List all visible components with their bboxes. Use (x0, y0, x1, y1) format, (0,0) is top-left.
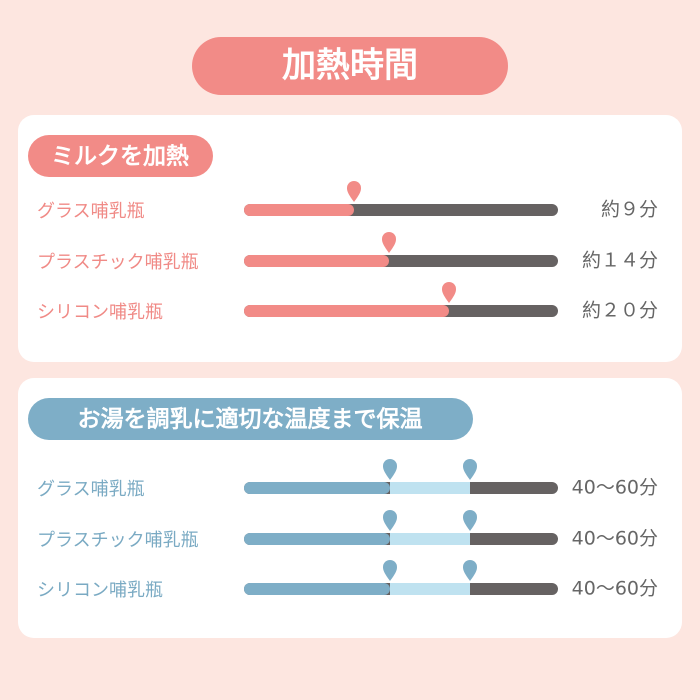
row-label: シリコン哺乳瓶 (37, 302, 163, 323)
bar-fill (244, 255, 389, 267)
row-label: プラスチック哺乳瓶 (37, 530, 199, 551)
bar-fill (244, 305, 449, 317)
section-pill (28, 398, 473, 440)
bar-fill (390, 583, 470, 595)
bar-fill (244, 583, 390, 595)
bar-fill (390, 533, 470, 545)
row-label: シリコン哺乳瓶 (37, 580, 163, 601)
bar-fill (244, 533, 390, 545)
pin (382, 232, 396, 253)
row-time: 約２０分 (582, 300, 658, 322)
panel (18, 378, 682, 638)
pin (383, 459, 397, 480)
section-heading: お湯を調乳に適切な温度まで保温 (78, 406, 423, 433)
row-label: グラス哺乳瓶 (37, 479, 145, 500)
pin (383, 510, 397, 531)
pin (463, 560, 477, 581)
row-time: 40〜60分 (572, 477, 658, 499)
bar-fill (244, 482, 390, 494)
pin (442, 282, 456, 303)
bar-fill (244, 204, 354, 216)
section-heading: ミルクを加熱 (51, 144, 189, 170)
row-time: 40〜60分 (572, 578, 658, 600)
row-time: 約１４分 (582, 250, 658, 272)
row-label: プラスチック哺乳瓶 (37, 252, 199, 273)
section-pill (28, 135, 213, 177)
row-time: 40〜60分 (572, 528, 658, 550)
title: 加熱時間 (282, 46, 418, 86)
pin (383, 560, 397, 581)
row-time: 約９分 (601, 199, 658, 221)
pin (463, 459, 477, 480)
row-label: グラス哺乳瓶 (37, 201, 145, 222)
bar-fill (390, 482, 470, 494)
pin (463, 510, 477, 531)
pin (347, 181, 361, 202)
title-pill (192, 37, 508, 95)
